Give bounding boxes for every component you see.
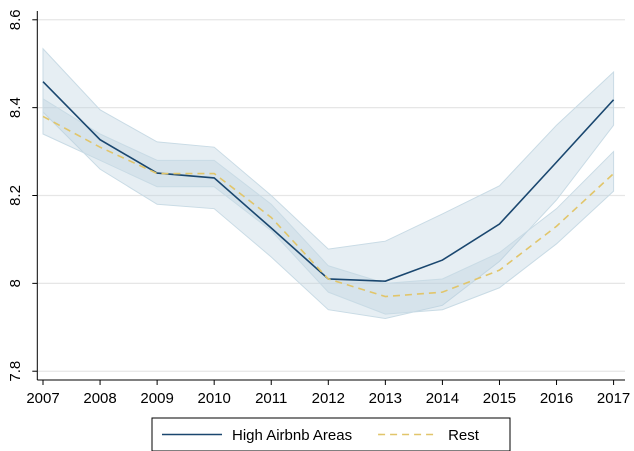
x-tick-label: 2014 — [426, 390, 459, 407]
x-tick-label: 2008 — [83, 390, 116, 407]
legend-label: High Airbnb Areas — [232, 427, 352, 444]
confidence-band — [42, 47, 615, 320]
x-tick-label: 2013 — [369, 390, 402, 407]
x-tick-label: 2017 — [597, 390, 630, 407]
x-tick-label: 2009 — [140, 390, 173, 407]
x-tick-label: 2010 — [197, 390, 230, 407]
y-tick-label: 8 — [7, 279, 24, 287]
y-tick-label: 8.6 — [7, 9, 24, 30]
y-tick-label: 8.4 — [7, 97, 24, 118]
x-tick-label: 2007 — [26, 390, 59, 407]
x-tick-label: 2015 — [483, 390, 516, 407]
x-tick-label: 2016 — [540, 390, 573, 407]
legend-box — [151, 417, 511, 451]
y-tick-label: 7.8 — [7, 361, 24, 382]
confidence-band — [42, 97, 615, 315]
y-tick-label: 8.2 — [7, 185, 24, 206]
x-tick-label: 2012 — [312, 390, 345, 407]
x-tick-label: 2011 — [255, 390, 287, 407]
series-line — [42, 115, 615, 298]
legend-label: Rest — [448, 427, 480, 444]
